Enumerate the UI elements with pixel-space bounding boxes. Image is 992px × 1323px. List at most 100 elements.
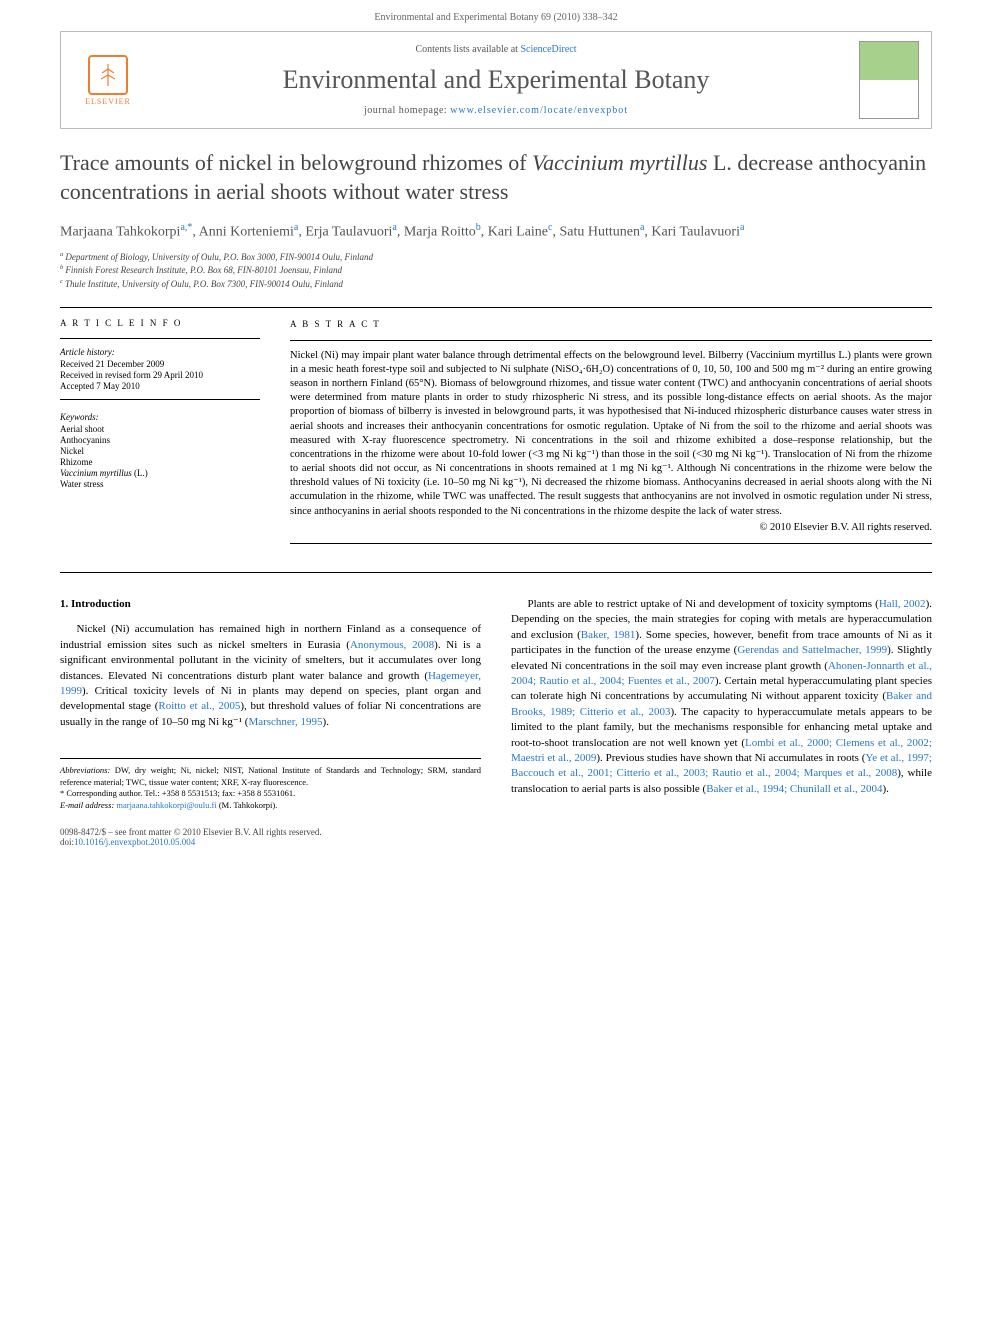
citation-link[interactable]: Marschner, 1995: [248, 716, 322, 728]
email-link[interactable]: marjaana.tahkokorpi@oulu.fi: [116, 800, 216, 810]
keyword: Anthocyanins: [60, 435, 260, 445]
affiliation: b Finnish Forest Research Institute, P.O…: [60, 264, 932, 277]
author-affil: a: [640, 222, 644, 233]
section-divider: [60, 572, 932, 573]
abstract-text: Nickel (Ni) may impair plant water balan…: [290, 349, 932, 519]
keywords-label: Keywords:: [60, 412, 260, 422]
keyword-suffix: (L.): [132, 468, 148, 478]
title-part1: Trace amounts of nickel in belowground r…: [60, 150, 532, 175]
affil-text: Finnish Forest Research Institute, P.O. …: [65, 265, 342, 275]
keyword: Nickel: [60, 446, 260, 456]
body-column-left: 1. Introduction Nickel (Ni) accumulation…: [60, 597, 481, 811]
affil-sup: a: [60, 251, 63, 258]
section-divider: [60, 307, 932, 308]
body-column-right: Plants are able to restrict uptake of Ni…: [511, 597, 932, 811]
article-title: Trace amounts of nickel in belowground r…: [60, 149, 932, 206]
citation-link[interactable]: Baker, 1981: [581, 629, 636, 641]
abbrev-text: DW, dry weight; Ni, nickel; NIST, Nation…: [60, 765, 481, 786]
abstract-column: A B S T R A C T Nickel (Ni) may impair p…: [290, 318, 932, 552]
history-item: Received 21 December 2009: [60, 359, 260, 369]
body-paragraph: Nickel (Ni) accumulation has remained hi…: [60, 622, 481, 730]
citation-link[interactable]: Hall, 2002: [879, 598, 926, 610]
author-affil: b: [476, 222, 481, 233]
body-text: ). Previous studies have shown that Ni a…: [596, 752, 865, 764]
contents-prefix: Contents lists available at: [415, 44, 520, 55]
author: Marja Roitto: [404, 225, 476, 240]
abstract-divider: [290, 543, 932, 544]
abbreviations-footnote: Abbreviations: DW, dry weight; Ni, nicke…: [60, 765, 481, 788]
journal-title: Environmental and Experimental Botany: [161, 65, 831, 95]
keyword: Vaccinium myrtillus (L.): [60, 468, 260, 478]
affiliation-list: a Department of Biology, University of O…: [60, 251, 932, 291]
journal-homepage-link[interactable]: www.elsevier.com/locate/envexpbot: [450, 105, 628, 116]
abstract-divider: [290, 340, 932, 341]
author: Kari Laine: [488, 225, 548, 240]
doi-label: doi:: [60, 837, 74, 847]
elsevier-label: ELSEVIER: [85, 97, 131, 106]
abbrev-label: Abbreviations:: [60, 765, 110, 775]
history-label: Article history:: [60, 347, 260, 357]
journal-cover-thumbnail: [859, 41, 919, 119]
citation-link[interactable]: Roitto et al., 2005: [158, 700, 240, 712]
page-footer: 0098-8472/$ – see front matter © 2010 El…: [60, 827, 932, 847]
author: Satu Huttunen: [559, 225, 640, 240]
affil-text: Thule Institute, University of Oulu, P.O…: [65, 279, 343, 289]
info-divider: [60, 338, 260, 339]
homepage-prefix: journal homepage:: [364, 105, 450, 116]
article-info-column: A R T I C L E I N F O Article history: R…: [60, 318, 260, 552]
footnotes: Abbreviations: DW, dry weight; Ni, nicke…: [60, 758, 481, 811]
author: Kari Taulavuori: [651, 225, 740, 240]
body-paragraph: Plants are able to restrict uptake of Ni…: [511, 597, 932, 797]
running-header: Environmental and Experimental Botany 69…: [0, 0, 992, 31]
email-label: E-mail address:: [60, 800, 114, 810]
citation-text: Environmental and Experimental Botany 69…: [374, 12, 617, 23]
email-footnote: E-mail address: marjaana.tahkokorpi@oulu…: [60, 800, 481, 811]
affil-sup: c: [60, 278, 63, 285]
doi-link[interactable]: 10.1016/j.envexpbot.2010.05.004: [74, 837, 195, 847]
keyword: Aerial shoot: [60, 424, 260, 434]
author-affil: a: [294, 222, 298, 233]
corresponding-author-footnote: * Corresponding author. Tel.: +358 8 553…: [60, 788, 481, 799]
affiliation: a Department of Biology, University of O…: [60, 251, 932, 264]
body-text: ).: [323, 716, 329, 728]
copyright-line: © 2010 Elsevier B.V. All rights reserved…: [290, 521, 932, 535]
body-text: ).: [882, 783, 888, 795]
citation-link[interactable]: Gerendas and Sattelmacher, 1999: [737, 644, 887, 656]
article-main: Trace amounts of nickel in belowground r…: [0, 149, 992, 847]
affil-text: Department of Biology, University of Oul…: [65, 252, 373, 262]
title-species: Vaccinium myrtillus: [532, 150, 707, 175]
citation-link[interactable]: Anonymous, 2008: [350, 639, 434, 651]
history-item: Received in revised form 29 April 2010: [60, 370, 260, 380]
sciencedirect-link[interactable]: ScienceDirect: [520, 44, 576, 55]
affiliation: c Thule Institute, University of Oulu, P…: [60, 278, 932, 291]
author-affil: c: [548, 222, 552, 233]
doi-line: doi:10.1016/j.envexpbot.2010.05.004: [60, 837, 932, 847]
body-columns: 1. Introduction Nickel (Ni) accumulation…: [60, 597, 932, 811]
affil-sup: b: [60, 264, 63, 271]
history-item: Accepted 7 May 2010: [60, 381, 260, 391]
citation-link[interactable]: Baker et al., 1994; Chunilall et al., 20…: [706, 783, 882, 795]
intro-heading: 1. Introduction: [60, 597, 481, 612]
info-abstract-row: A R T I C L E I N F O Article history: R…: [60, 318, 932, 552]
issn-line: 0098-8472/$ – see front matter © 2010 El…: [60, 827, 932, 837]
elsevier-tree-icon: [88, 55, 128, 95]
author: Marjaana Tahkokorpi: [60, 225, 180, 240]
info-divider: [60, 399, 260, 400]
contents-list-line: Contents lists available at ScienceDirec…: [161, 44, 831, 55]
author-list: Marjaana Tahkokorpia,*, Anni Korteniemia…: [60, 222, 932, 241]
author-affil: a: [740, 222, 744, 233]
abstract-label: A B S T R A C T: [290, 318, 932, 330]
author-affil: a,*: [180, 222, 192, 233]
body-text: Plants are able to restrict uptake of Ni…: [528, 598, 879, 610]
author: Erja Taulavuori: [305, 225, 392, 240]
keyword-italic: Vaccinium myrtillus: [60, 468, 132, 478]
article-info-label: A R T I C L E I N F O: [60, 318, 260, 328]
keyword: Rhizome: [60, 457, 260, 467]
keyword: Water stress: [60, 479, 260, 489]
author: Anni Korteniemi: [199, 225, 294, 240]
journal-homepage-line: journal homepage: www.elsevier.com/locat…: [161, 105, 831, 116]
email-who: (M. Tahkokorpi).: [217, 800, 278, 810]
journal-header-box: ELSEVIER Contents lists available at Sci…: [60, 31, 932, 129]
author-affil: a: [392, 222, 396, 233]
elsevier-logo: ELSEVIER: [73, 45, 143, 115]
